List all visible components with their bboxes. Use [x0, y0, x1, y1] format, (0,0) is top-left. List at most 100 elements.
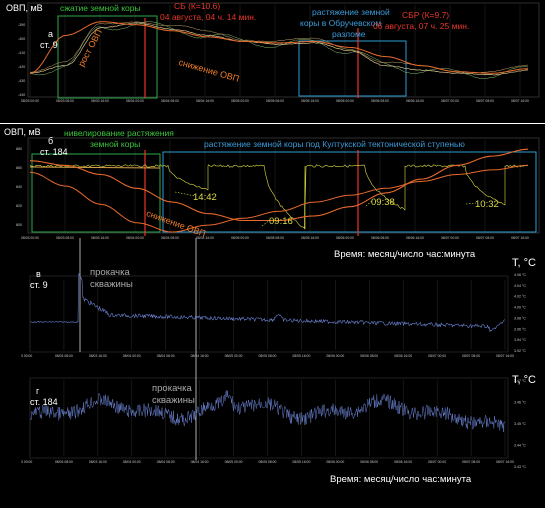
- panel-a-xtick-label: 08/04 08:00: [161, 99, 179, 103]
- panel-b-ytick-label: 840: [16, 185, 22, 189]
- time-connector-1: [174, 191, 196, 197]
- panel-a-xtick-label: 08/03 08:00: [56, 99, 74, 103]
- compression-label: сжатие земной коры: [60, 3, 141, 13]
- eq2-line2: 06 августа, 07 ч. 25 мин.: [373, 21, 470, 31]
- panel-a-xtick-label: 08/05 00:00: [231, 99, 249, 103]
- panel-c-ytick-label: 4.00 °C: [514, 306, 526, 310]
- obruchev-line1: растяжение земной: [312, 7, 390, 17]
- panel-a-xtick-label: 08/04 00:00: [126, 99, 144, 103]
- panel-b-xtick-label: 08/07 16:00: [511, 236, 529, 240]
- panel-b-xtick-label: 08/06 16:00: [406, 236, 424, 240]
- panel-a-xtick-label: 08/03 00:00: [21, 99, 39, 103]
- panel-b-ylabel: ОВП, мВ: [4, 127, 41, 137]
- pumping-c-line1: прокачка: [90, 267, 130, 278]
- panel-d-xtick-label: 08/07 08:00: [462, 460, 480, 464]
- panel-d-xtick-label: 08/06 00:00: [326, 460, 344, 464]
- panel-d-ytick-label: 3.45 °C: [514, 422, 526, 426]
- orp-station9-trace2: [29, 21, 529, 79]
- panel-d-xtick-label: 08/07 16:00: [496, 460, 514, 464]
- panel-a-ytick-label: -400: [18, 37, 25, 41]
- panel-d-xtick-label: 08/05 08:00: [259, 460, 277, 464]
- panel-b-frame: [27, 137, 540, 234]
- panel-b-ytick-label: 820: [16, 204, 22, 208]
- kultuk-label: растяжение земной коры под Култукской те…: [204, 139, 465, 149]
- kultuk-box: [162, 151, 537, 233]
- orp-station184-envelope: [29, 148, 529, 222]
- panel-d-ytick-label: 3.47 °C: [514, 379, 526, 383]
- eq1-line1: СБ (К=10.6): [174, 1, 221, 11]
- panel-b-ytick-label: 880: [16, 147, 22, 151]
- panel-b-ytick-label: 860: [16, 166, 22, 170]
- panel-c-ytick-label: 3.98 °C: [514, 316, 526, 320]
- panel-c-ytick-label: 4.06 °C: [514, 273, 526, 277]
- panel-d-letter: г: [36, 386, 40, 396]
- panel-d-xtick-label: 08/07 00:00: [428, 460, 446, 464]
- time-label-1: 14:42: [193, 192, 217, 203]
- panel-a-ytick-label: -410: [18, 51, 25, 55]
- panel-d-station: ст. 184: [30, 397, 58, 407]
- compression-box: [57, 15, 158, 99]
- panel-c-ytick-label: 3.96 °C: [514, 327, 526, 331]
- panel-d-xtick-label: 08/03 08:00: [55, 460, 73, 464]
- panel-c-xtick-label: 08/04 00:00: [123, 354, 141, 358]
- panel-d-ytick-label: 3.43 °C: [514, 465, 526, 469]
- panel-c-xtick-label: 08/07 00:00: [428, 354, 446, 358]
- panel-d-xtick-label: 08/03 16:00: [89, 460, 107, 464]
- panel-b-xtick-label: 08/07 00:00: [441, 236, 459, 240]
- panel-c-station: ст. 9: [30, 280, 48, 290]
- panel-c-xtick-label: 08/06 00:00: [326, 354, 344, 358]
- panel-b-ytick-label: 800: [16, 223, 22, 227]
- panel-c-ytick-label: 3.94 °C: [514, 338, 526, 342]
- panel-c-ytick-label: 3.92 °C: [514, 349, 526, 353]
- pumping-c-line2: скважины: [90, 279, 133, 290]
- panel-c-xtick-label: 08/05 16:00: [292, 354, 310, 358]
- panel-c-xtick-label: 08/04 16:00: [191, 354, 209, 358]
- panel-b-xtick-label: 08/07 08:00: [476, 236, 494, 240]
- panel-b-xtick-label: 08/06 08:00: [371, 236, 389, 240]
- pumping-d-line2: скважины: [152, 395, 195, 406]
- panel-b-xtick-label: 08/04 08:00: [161, 236, 179, 240]
- panel-b-xtick-label: 08/05 00:00: [231, 236, 249, 240]
- panel-b-xlabel: Время: месяц/число час:минута: [334, 249, 476, 260]
- pumping-d-line1: прокачка: [152, 383, 192, 394]
- panel-b-xtick-label: 08/05 08:00: [266, 236, 284, 240]
- panel-b-background: [0, 124, 545, 257]
- panel-d-xtick-label: 08/04 08:00: [157, 460, 175, 464]
- panel-c-xtick-label: 08/04 08:00: [157, 354, 175, 358]
- panel-d-xtick-label: 08/06 08:00: [360, 460, 378, 464]
- panel-c-xtick-label: 08/07 08:00: [462, 354, 480, 358]
- panel-a-xtick-label: 08/07 00:00: [441, 99, 459, 103]
- panel-c-ylabel: T, °C: [512, 257, 536, 269]
- panel-b-xtick-label: 08/04 16:00: [196, 236, 214, 240]
- panel-a-xtick-label: 08/04 16:00: [196, 99, 214, 103]
- panel-b-xtick-label: 08/05 16:00: [301, 236, 319, 240]
- temp-station9-line: [29, 273, 505, 332]
- eq2-line1: СБР (К=9.7): [402, 10, 450, 20]
- time-label-2: 09:16: [269, 216, 293, 227]
- panel-a-background: [0, 0, 545, 123]
- panel-a-xtick-label: 08/05 16:00: [301, 99, 319, 103]
- panel-a-letter: а: [48, 29, 54, 39]
- time-label-4: 10:32: [475, 199, 499, 210]
- panel-c-xtick-label: 08/07 16:00: [496, 354, 514, 358]
- panel-c-xtick-label: 3 00:00: [21, 354, 32, 358]
- panel-c-xtick-label: 08/06 16:00: [394, 354, 412, 358]
- panel-b-xtick-label: 08/06 00:00: [336, 236, 354, 240]
- panel-a-ytick-label: -420: [18, 65, 25, 69]
- panel-d-xtick-label: 3 00:00: [21, 460, 32, 464]
- panel-d-xtick-label: 08/04 16:00: [191, 460, 209, 464]
- panel-b-xtick-label: 08/03 16:00: [91, 236, 109, 240]
- obruchev-line2: коры в Обручевском: [300, 18, 382, 28]
- panel-a-xtick-label: 08/06 08:00: [371, 99, 389, 103]
- panel-a-xtick-label: 08/03 16:00: [91, 99, 109, 103]
- leveling-box: [31, 153, 161, 233]
- panel-b-xtick-label: 08/03 00:00: [21, 236, 39, 240]
- time-label-3: 09:38: [371, 197, 395, 208]
- panel-b-xtick-label: 08/04 00:00: [126, 236, 144, 240]
- panel-d-ytick-label: 3.44 °C: [514, 444, 526, 448]
- panel-c-xtick-label: 08/05 08:00: [259, 354, 277, 358]
- panel-a-ytick-label: -430: [18, 79, 25, 83]
- time-connector-3: [365, 200, 373, 207]
